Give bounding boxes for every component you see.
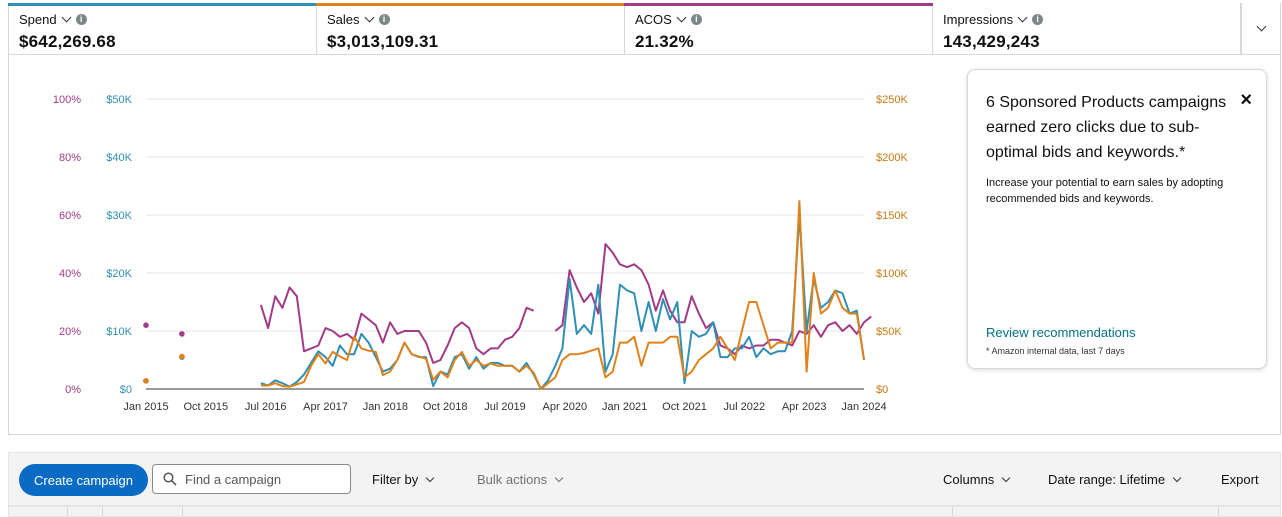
sales-data-point bbox=[179, 353, 185, 360]
acos-tick-label: 60% bbox=[59, 210, 81, 222]
columns-dropdown[interactable]: Columns bbox=[943, 472, 1011, 487]
sales-tick-label: $0 bbox=[876, 384, 888, 396]
metric-title: Spend bbox=[19, 11, 57, 27]
x-tick-label: Jul 2016 bbox=[245, 401, 287, 413]
table-column-divider bbox=[1218, 507, 1219, 516]
table-column-divider bbox=[67, 507, 68, 516]
metric-value: $3,013,109.31 bbox=[327, 32, 439, 51]
metric-value: 21.32% bbox=[635, 32, 694, 51]
metric-impressions[interactable]: Impressions i 143,429,243 bbox=[933, 3, 1241, 54]
x-tick-label: Jan 2015 bbox=[123, 401, 168, 413]
date-range-label: Date range: Lifetime bbox=[1048, 472, 1166, 487]
expand-metrics-button[interactable] bbox=[1241, 3, 1280, 54]
spend-tick-label: $50K bbox=[106, 94, 132, 106]
x-tick-label: Oct 2015 bbox=[184, 401, 229, 413]
metric-title: Impressions bbox=[943, 11, 1014, 27]
x-tick-label: Oct 2018 bbox=[423, 401, 468, 413]
acos-tick-label: 80% bbox=[59, 152, 81, 164]
chevron-down-icon[interactable] bbox=[1017, 12, 1028, 22]
table-column-divider bbox=[182, 507, 183, 516]
acos-data-point bbox=[143, 322, 149, 329]
metric-title: Sales bbox=[327, 11, 360, 27]
metric-acos[interactable]: ACOS i 21.32% bbox=[624, 3, 933, 54]
metrics-bar: Spend i $642,269.68 Sales i $3,013,109.31 … bbox=[8, 3, 1281, 55]
sales-tick-label: $250K bbox=[876, 94, 908, 106]
search-field[interactable] bbox=[152, 464, 351, 494]
sales-tick-label: $150K bbox=[876, 210, 908, 222]
chevron-down-icon bbox=[554, 473, 564, 482]
x-tick-label: Jan 2024 bbox=[841, 401, 886, 413]
export-button[interactable]: Export bbox=[1221, 472, 1259, 487]
table-column-divider bbox=[952, 507, 953, 516]
recommendation-footnote: * Amazon internal data, last 7 days bbox=[986, 346, 1125, 356]
metric-accent bbox=[624, 3, 933, 6]
info-icon[interactable]: i bbox=[378, 13, 390, 25]
spend-tick-label: $10K bbox=[106, 326, 132, 338]
x-tick-label: Oct 2021 bbox=[662, 401, 707, 413]
metric-accent bbox=[316, 3, 625, 6]
chevron-down-icon bbox=[1256, 21, 1266, 32]
create-campaign-button[interactable]: Create campaign bbox=[19, 464, 148, 496]
acos-tick-label: 20% bbox=[59, 326, 81, 338]
spend-tick-label: $0 bbox=[120, 384, 132, 396]
acos-series-line bbox=[259, 286, 535, 364]
sales-tick-label: $200K bbox=[876, 152, 908, 164]
acos-tick-label: 100% bbox=[53, 94, 81, 106]
metric-value: 143,429,243 bbox=[943, 32, 1040, 51]
spend-tick-label: $40K bbox=[106, 152, 132, 164]
search-input[interactable] bbox=[183, 470, 347, 488]
chevron-down-icon[interactable] bbox=[61, 12, 72, 22]
acos-tick-label: 40% bbox=[59, 268, 81, 280]
table-header bbox=[8, 506, 1281, 517]
sales-tick-label: $50K bbox=[876, 326, 902, 338]
recommendation-title: 6 Sponsored Products campaigns earned ze… bbox=[986, 94, 1227, 161]
chevron-down-icon[interactable] bbox=[676, 12, 687, 22]
metric-sales[interactable]: Sales i $3,013,109.31 bbox=[316, 3, 625, 54]
bulk-actions-dropdown[interactable]: Bulk actions bbox=[477, 472, 564, 487]
performance-chart: 0% 20% 40% 60% 80% 100% $0 $10K $20K $30K $40K $50K… bbox=[53, 94, 909, 413]
export-label: Export bbox=[1221, 472, 1259, 487]
table-column-divider bbox=[102, 507, 103, 516]
review-recommendations-link[interactable]: Review recommendations bbox=[986, 325, 1136, 340]
chevron-down-icon bbox=[425, 473, 435, 482]
date-range-dropdown[interactable]: Date range: Lifetime bbox=[1048, 472, 1182, 487]
chevron-down-icon bbox=[1002, 473, 1011, 482]
sales-data-point bbox=[143, 378, 149, 384]
info-icon[interactable]: i bbox=[1032, 13, 1044, 25]
filter-by-label: Filter by bbox=[372, 472, 419, 487]
chevron-down-icon bbox=[1172, 473, 1182, 482]
close-icon[interactable]: × bbox=[1240, 89, 1252, 111]
metric-accent bbox=[8, 3, 317, 6]
metric-spend[interactable]: Spend i $642,269.68 bbox=[8, 3, 317, 54]
acos-tick-label: 0% bbox=[65, 384, 81, 396]
spend-tick-label: $30K bbox=[106, 210, 132, 222]
x-tick-label: Jul 2022 bbox=[724, 401, 766, 413]
x-tick-label: Apr 2023 bbox=[782, 401, 827, 413]
x-tick-label: Apr 2020 bbox=[543, 401, 588, 413]
recommendation-card: 6 Sponsored Products campaigns earned ze… bbox=[967, 69, 1267, 369]
x-tick-label: Jan 2018 bbox=[363, 401, 408, 413]
metric-title: ACOS bbox=[635, 11, 672, 27]
recommendation-body: Increase your potential to earn sales by… bbox=[986, 177, 1224, 205]
campaign-toolbar: Create campaign Filter by Bulk actions C… bbox=[8, 452, 1281, 506]
spend-series-line bbox=[260, 214, 865, 390]
info-icon[interactable]: i bbox=[690, 13, 702, 25]
bulk-actions-label: Bulk actions bbox=[477, 472, 548, 487]
filter-by-dropdown[interactable]: Filter by bbox=[372, 472, 435, 487]
chart-panel: 0% 20% 40% 60% 80% 100% $0 $10K $20K $30K $40K $50K… bbox=[8, 55, 1281, 435]
search-icon bbox=[163, 472, 183, 486]
sales-series-line bbox=[260, 200, 865, 390]
x-tick-label: Jul 2019 bbox=[484, 401, 526, 413]
x-tick-label: Jan 2021 bbox=[602, 401, 647, 413]
info-icon[interactable]: i bbox=[75, 13, 87, 25]
acos-data-point bbox=[179, 331, 185, 337]
columns-label: Columns bbox=[943, 472, 995, 487]
x-tick-label: Apr 2017 bbox=[303, 401, 348, 413]
metric-value: $642,269.68 bbox=[19, 32, 116, 51]
sales-tick-label: $100K bbox=[876, 268, 908, 280]
chevron-down-icon[interactable] bbox=[364, 12, 374, 22]
spend-tick-label: $20K bbox=[106, 268, 132, 280]
